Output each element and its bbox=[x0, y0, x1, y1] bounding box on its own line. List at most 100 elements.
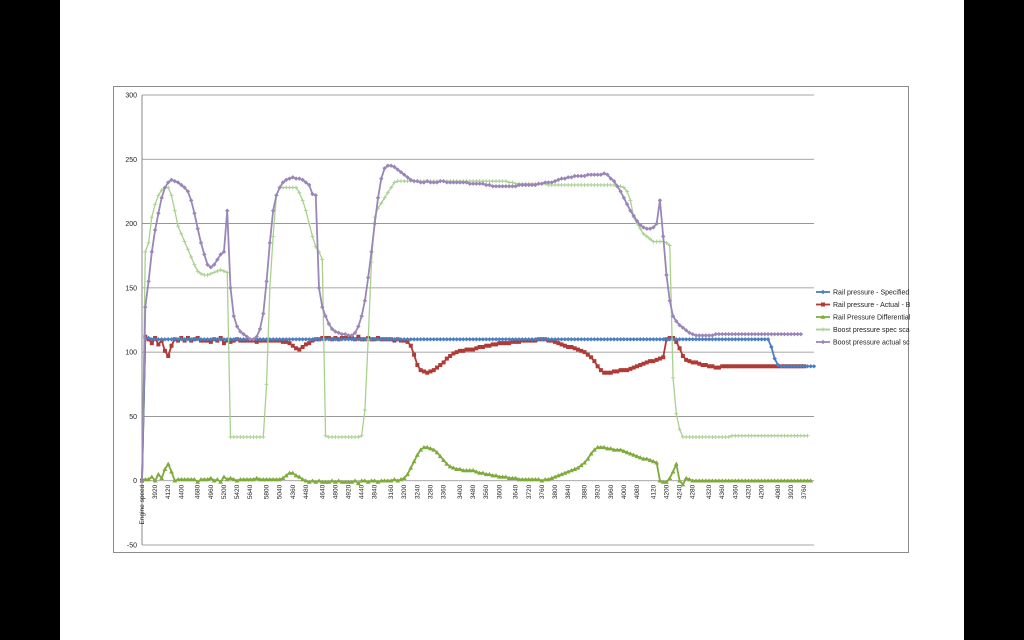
data-point bbox=[611, 447, 617, 452]
data-point bbox=[808, 478, 814, 483]
x-tick-label: 3160 bbox=[388, 484, 395, 499]
data-point bbox=[641, 231, 646, 236]
data-point bbox=[510, 180, 515, 185]
data-point bbox=[661, 355, 666, 360]
data-point bbox=[188, 477, 194, 482]
data-point bbox=[234, 324, 240, 329]
data-point bbox=[742, 337, 748, 342]
data-point bbox=[608, 370, 613, 375]
data-point bbox=[156, 211, 161, 216]
data-point bbox=[457, 466, 463, 471]
data-point bbox=[690, 478, 696, 483]
data-point bbox=[720, 364, 725, 369]
data-point bbox=[785, 364, 790, 369]
data-point bbox=[625, 368, 630, 373]
series-1 bbox=[140, 334, 807, 483]
data-point bbox=[500, 337, 505, 342]
data-point bbox=[641, 456, 646, 461]
data-point bbox=[310, 234, 315, 239]
data-point bbox=[749, 337, 754, 342]
data-point bbox=[497, 341, 502, 346]
data-point bbox=[378, 478, 384, 483]
data-point bbox=[156, 342, 161, 347]
data-point bbox=[274, 193, 279, 198]
data-point bbox=[372, 221, 377, 226]
data-point bbox=[415, 337, 420, 342]
data-point bbox=[451, 180, 456, 185]
data-point bbox=[313, 193, 318, 198]
data-point bbox=[316, 337, 322, 342]
data-point bbox=[418, 337, 423, 342]
data-point bbox=[146, 477, 151, 482]
data-point bbox=[362, 478, 368, 483]
x-tick-label: 3480 bbox=[470, 484, 477, 499]
data-point bbox=[293, 337, 299, 342]
data-point bbox=[188, 198, 194, 203]
data-point bbox=[431, 447, 437, 452]
data-point bbox=[457, 348, 462, 353]
data-point bbox=[244, 477, 250, 482]
data-point bbox=[700, 337, 705, 342]
data-point bbox=[287, 341, 292, 346]
x-tick-label: 4120 bbox=[165, 484, 172, 499]
data-point bbox=[664, 272, 669, 278]
data-point bbox=[805, 433, 810, 438]
data-point bbox=[641, 337, 646, 342]
x-tick-label: 4200 bbox=[759, 484, 766, 499]
data-point bbox=[565, 175, 571, 180]
data-point bbox=[182, 239, 187, 244]
data-point bbox=[244, 334, 250, 339]
data-point bbox=[585, 352, 590, 357]
data-point bbox=[149, 249, 155, 255]
data-point bbox=[779, 364, 784, 369]
data-point bbox=[667, 243, 672, 248]
data-point bbox=[424, 178, 430, 184]
data-point bbox=[175, 180, 181, 185]
data-point bbox=[451, 465, 456, 470]
data-point bbox=[477, 345, 482, 349]
data-point bbox=[441, 360, 446, 365]
data-point bbox=[579, 173, 584, 179]
data-point bbox=[464, 468, 469, 473]
data-point bbox=[205, 477, 210, 482]
data-point bbox=[608, 176, 613, 181]
data-point bbox=[516, 477, 522, 482]
data-point bbox=[736, 364, 741, 369]
data-point bbox=[146, 240, 151, 245]
data-point bbox=[375, 479, 381, 484]
data-point bbox=[677, 427, 682, 432]
data-point bbox=[323, 433, 328, 438]
data-point bbox=[719, 478, 725, 483]
data-point bbox=[247, 477, 253, 482]
data-point bbox=[254, 337, 259, 342]
data-point bbox=[562, 343, 567, 348]
data-point bbox=[192, 477, 197, 482]
data-point bbox=[178, 477, 184, 482]
data-point bbox=[172, 337, 177, 342]
data-point bbox=[471, 347, 476, 352]
legend-label: Boost pressure spec scaled x10 Mbar bbox=[833, 327, 910, 334]
data-point bbox=[729, 331, 735, 337]
x-tick-label: 4480 bbox=[303, 484, 310, 499]
data-point bbox=[756, 337, 761, 342]
data-point bbox=[460, 468, 466, 473]
x-tick-label: 4000 bbox=[621, 484, 628, 499]
data-point bbox=[647, 226, 653, 231]
data-point bbox=[307, 341, 312, 346]
data-point bbox=[382, 195, 387, 200]
x-tick-label: 3760 bbox=[801, 484, 808, 499]
data-point bbox=[739, 331, 745, 337]
data-point bbox=[165, 461, 171, 466]
data-point bbox=[513, 339, 518, 344]
data-point bbox=[198, 240, 204, 246]
data-point bbox=[579, 348, 584, 353]
data-point bbox=[729, 337, 735, 342]
data-point bbox=[228, 337, 233, 342]
data-point bbox=[474, 337, 479, 342]
data-point bbox=[733, 337, 738, 342]
data-point bbox=[169, 193, 174, 198]
data-point bbox=[366, 337, 371, 342]
data-point bbox=[175, 477, 181, 482]
data-point bbox=[821, 302, 825, 307]
data-point bbox=[425, 370, 430, 375]
